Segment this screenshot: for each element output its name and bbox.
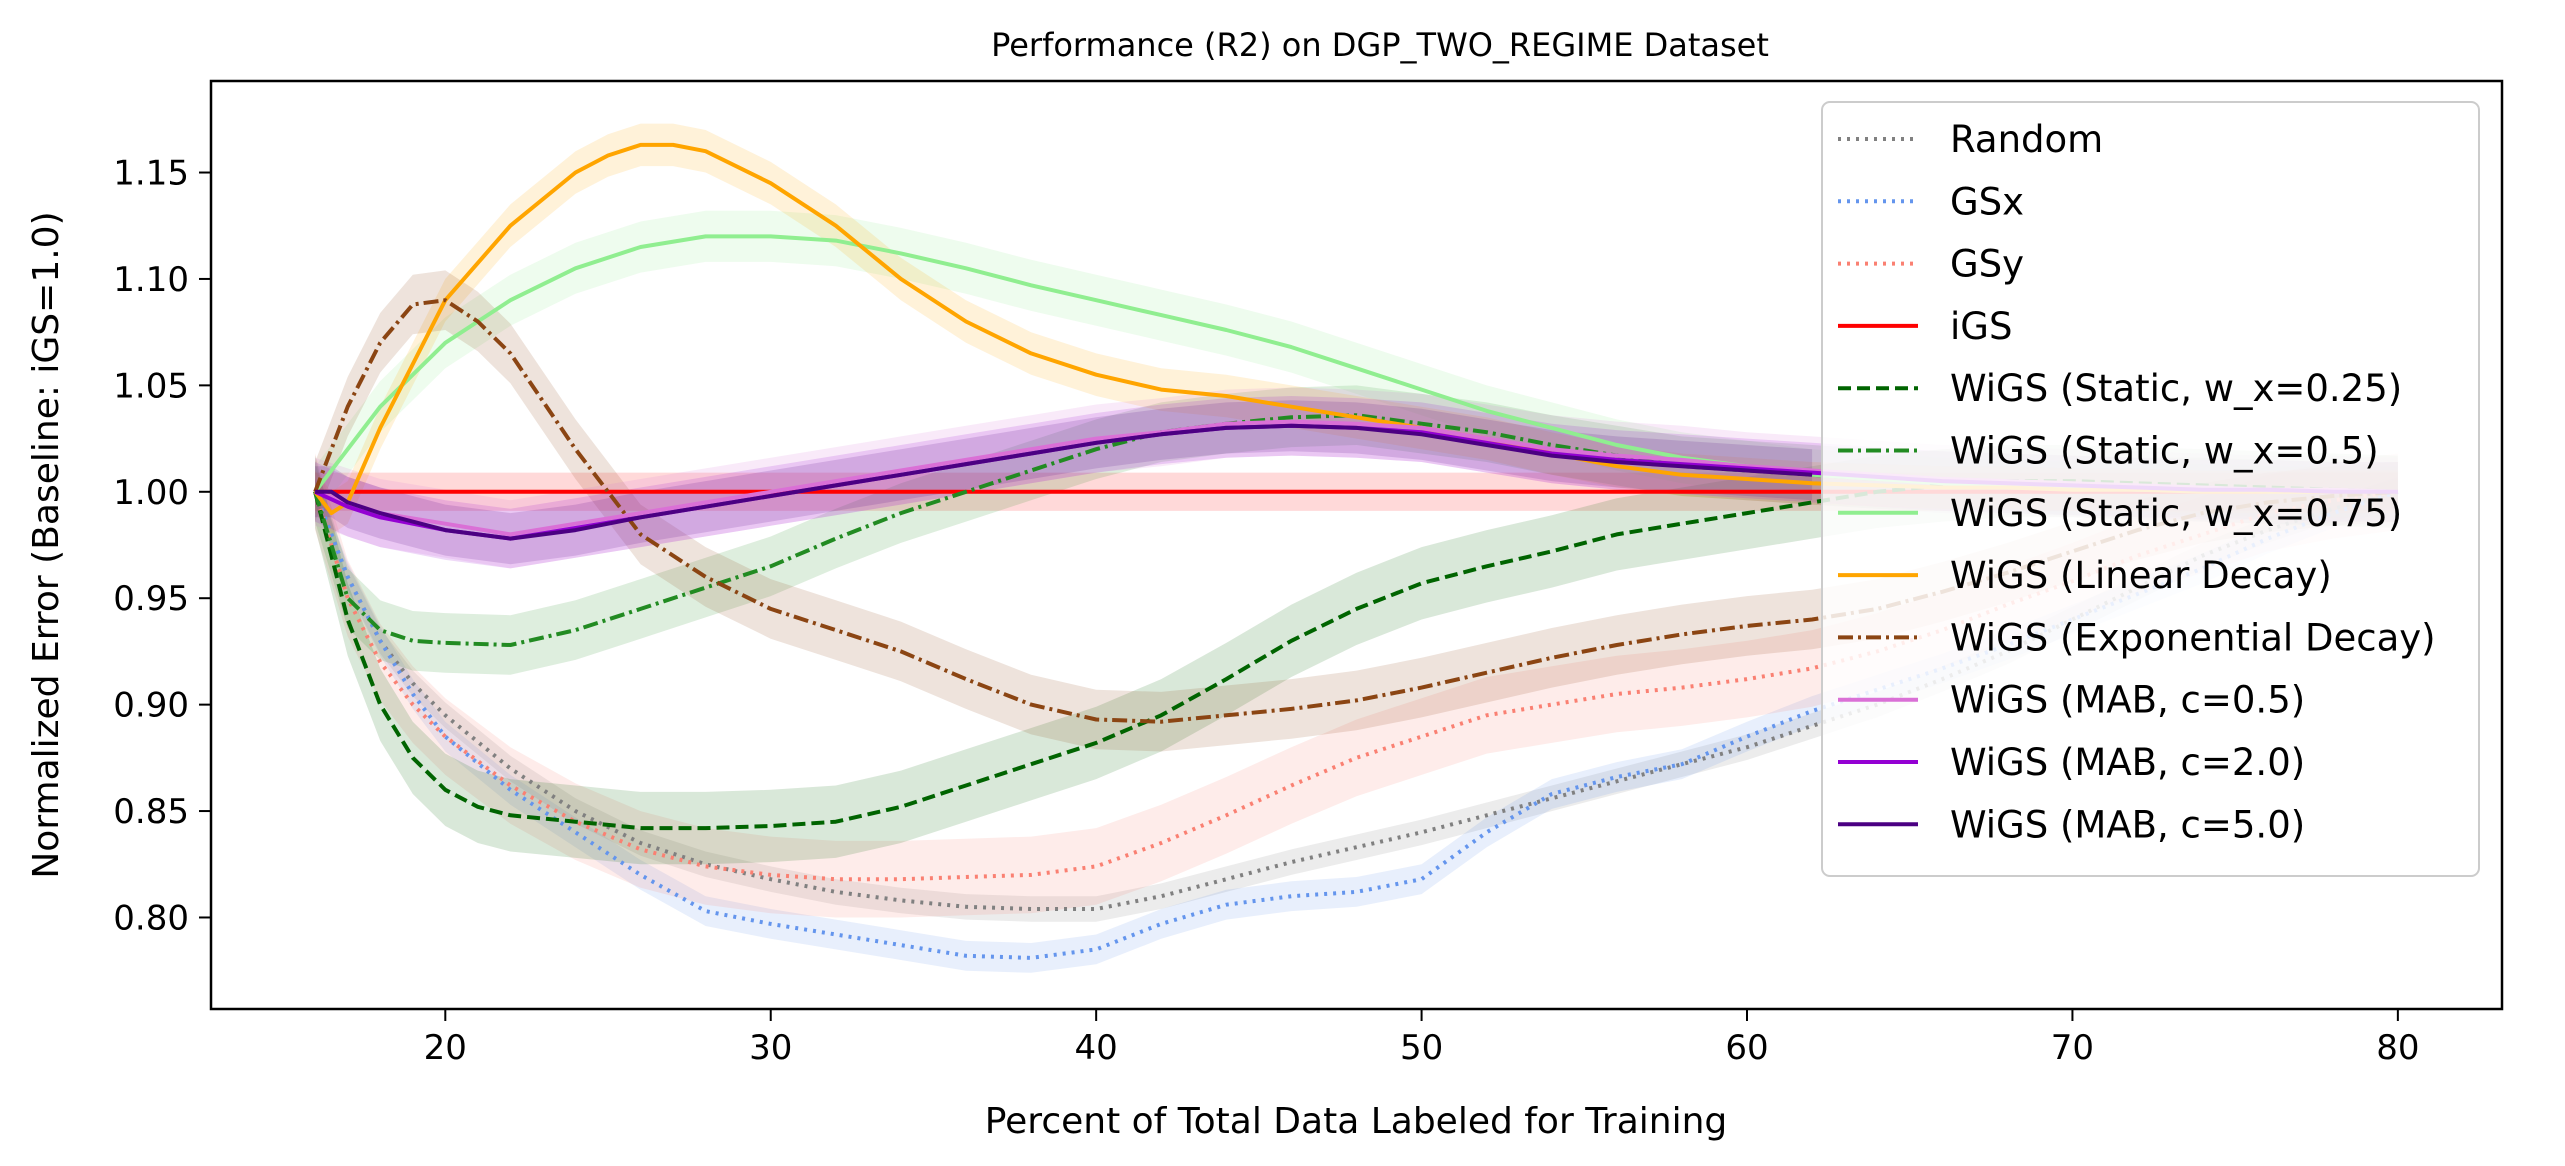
- band-wigs-mab-c-5-0: [315, 400, 1813, 565]
- legend-box: [1821, 101, 2480, 877]
- legend-label: WiGS (Static, w_x=0.75): [1950, 492, 2402, 535]
- plot-frame: [209, 79, 2504, 1011]
- x-tick-label: 60: [1725, 1028, 1768, 1068]
- x-tick-label: 80: [2376, 1028, 2419, 1068]
- legend-label: WiGS (Exponential Decay): [1950, 616, 2436, 659]
- y-axis-ticks: 0.80 0.85 0.90 0.95 1.00 1.05 1.10 1.15: [113, 154, 211, 938]
- x-axis-label: Percent of Total Data Labeled for Traini…: [985, 1101, 1728, 1142]
- x-tick-label: 20: [424, 1028, 467, 1068]
- y-tick-label: 0.80: [113, 898, 189, 938]
- legend-label: WiGS (Static, w_x=0.25): [1950, 367, 2402, 410]
- chart-title: Performance (R2) on DGP_TWO_REGIME Datas…: [991, 26, 1769, 64]
- y-tick-label: 0.85: [113, 792, 189, 832]
- legend-label: Random: [1950, 118, 2103, 161]
- x-tick-label: 40: [1075, 1028, 1118, 1068]
- x-axis-ticks: 20 30 40 50 60 70 80: [424, 1009, 2419, 1068]
- series-line-wigs-static-w-x-0-5: [313, 413, 2398, 647]
- series-line-random: [313, 489, 2399, 911]
- legend-items: Random GSx GSy iGS WiGS (Static, w_x=0.25) Wi…: [1838, 118, 2436, 846]
- legend-label: WiGS (MAB, c=0.5): [1950, 679, 2305, 722]
- y-axis-label: Normalized Error (Baseline: iGS=1.0): [26, 211, 67, 878]
- legend-label: WiGS (MAB, c=2.0): [1950, 741, 2305, 784]
- y-tick-label: 1.05: [113, 366, 189, 406]
- legend-label: WiGS (MAB, c=5.0): [1950, 803, 2305, 846]
- x-tick-label: 50: [1400, 1028, 1443, 1068]
- legend-label: GSy: [1950, 243, 2024, 286]
- series-line-wigs-mab-c-5-0: [315, 423, 1813, 541]
- legend-label: GSx: [1950, 180, 2024, 223]
- y-tick-label: 0.90: [113, 686, 189, 726]
- y-tick-label: 1.15: [113, 154, 189, 194]
- y-tick-label: 0.95: [113, 579, 189, 619]
- legend-label: iGS: [1950, 305, 2012, 348]
- x-tick-label: 70: [2051, 1028, 2094, 1068]
- legend-label: WiGS (Linear Decay): [1950, 554, 2332, 597]
- band-wigs-static-w-x-0-75: [315, 210, 2398, 518]
- y-tick-label: 1.10: [113, 260, 189, 300]
- y-tick-label: 1.00: [113, 473, 189, 513]
- legend: Random GSx GSy iGS WiGS (Static, w_x=0.25) Wi…: [1821, 101, 2480, 877]
- legend-label: WiGS (Static, w_x=0.5): [1950, 430, 2379, 473]
- x-tick-label: 30: [749, 1028, 792, 1068]
- series-line-wigs-exponential-decay: [313, 298, 2399, 724]
